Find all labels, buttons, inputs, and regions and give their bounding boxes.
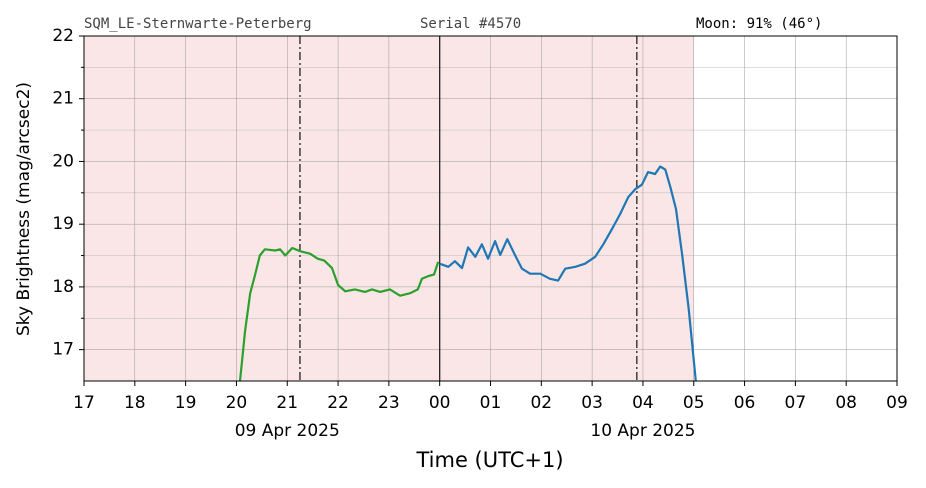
date-label: 10 Apr 2025 [590, 421, 695, 441]
x-axis-label: Time (UTC+1) [415, 448, 563, 472]
x-tick-label: 21 [276, 393, 298, 413]
x-tick-label: 22 [327, 393, 349, 413]
x-tick-label: 09 [886, 393, 908, 413]
plot-frame [83, 35, 898, 382]
x-tick-label: 04 [632, 393, 654, 413]
y-tick-label: 22 [52, 26, 74, 46]
x-tick-label: 06 [734, 393, 756, 413]
x-tick-label: 20 [226, 393, 248, 413]
x-tick-label: 23 [378, 393, 400, 413]
x-tick-label: 03 [581, 393, 603, 413]
x-tick-label: 07 [785, 393, 807, 413]
y-axis-label: Sky Brightness (mag/arcsec2) [14, 82, 34, 336]
y-tick-label: 18 [52, 277, 74, 297]
x-tick-label: 05 [683, 393, 705, 413]
x-tick-label: 18 [124, 393, 146, 413]
brightness-line [439, 165, 697, 382]
x-tick-label: 17 [73, 393, 95, 413]
x-tick-label: 19 [175, 393, 197, 413]
header-left: SQM_LE-Sternwarte-Peterberg [84, 16, 312, 32]
y-tick-label: 17 [52, 340, 74, 360]
y-tick-label: 20 [52, 151, 74, 171]
header-right: Moon: 91% (46°) [696, 16, 822, 32]
x-tick-label: 08 [835, 393, 857, 413]
y-tick-label: 19 [52, 214, 74, 234]
x-tick-label: 01 [480, 393, 502, 413]
y-tick-label: 21 [52, 89, 74, 109]
x-tick-label: 02 [530, 393, 552, 413]
brightness-line [238, 246, 440, 382]
x-tick-label: 00 [429, 393, 451, 413]
date-label: 09 Apr 2025 [235, 421, 340, 441]
header-mid: Serial #4570 [420, 16, 521, 32]
